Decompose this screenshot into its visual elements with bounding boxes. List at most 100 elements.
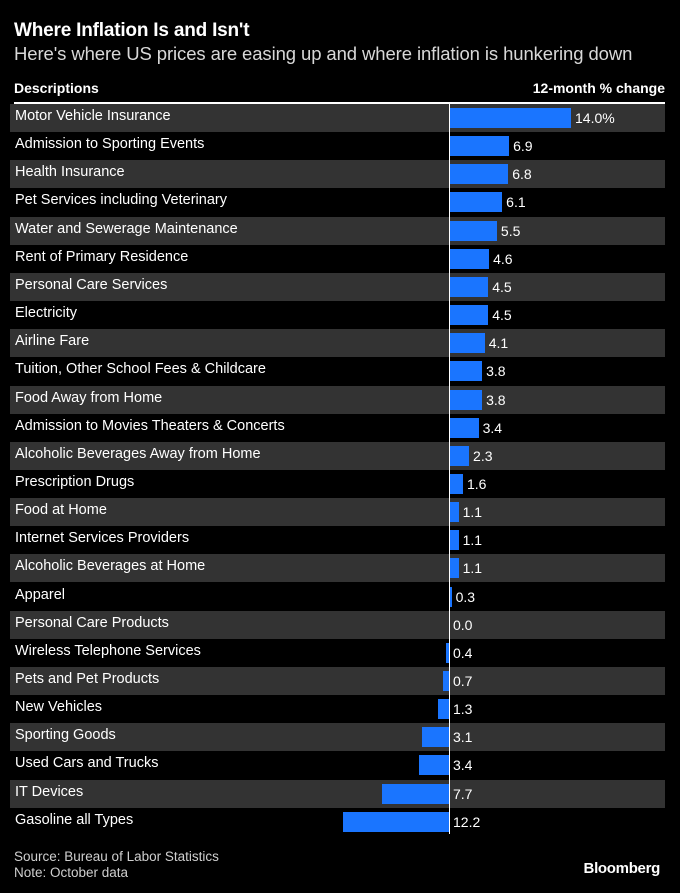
chart-row: Admission to Sporting Events 6.9	[10, 132, 665, 160]
category-label: Admission to Movies Theaters & Concerts	[15, 417, 285, 434]
value-label: 4.5	[492, 278, 512, 295]
bar	[449, 502, 459, 523]
chart-row: Rent of Primary Residence 4.6	[10, 245, 665, 273]
value-label: 6.9	[513, 138, 533, 155]
header-change: 12-month % change	[532, 80, 665, 96]
value-label: 0.7	[453, 673, 473, 689]
category-label: Electricity	[15, 305, 78, 322]
category-label: Admission to Sporting Events	[15, 136, 205, 153]
chart-row: Airline Fare 4.1	[10, 329, 665, 358]
bar	[437, 699, 449, 720]
chart-row: Health Insurance 6.8	[10, 160, 665, 189]
value-label: 4.1	[488, 335, 509, 352]
chart-row: Wireless Telephone Services 0.4	[10, 639, 665, 667]
chart-row: Tuition, Other School Fees & Childcare 3.…	[10, 357, 665, 385]
bar	[449, 530, 459, 551]
category-label: Motor Vehicle Insurance	[15, 108, 171, 124]
chart-row: Admission to Movies Theaters & Concerts 3…	[10, 414, 665, 442]
bar	[449, 558, 459, 579]
value-label: 1.1	[462, 504, 483, 521]
bar	[421, 727, 449, 748]
value-label: 0.3	[455, 588, 476, 605]
bar	[449, 445, 470, 466]
bar	[449, 333, 485, 354]
chart-row: Water and Sewerage Maintenance 5.5	[10, 216, 665, 245]
bar	[449, 305, 489, 326]
value-label: 1.1	[462, 532, 483, 549]
category-label: Alcoholic Beverages Away from Home	[15, 445, 261, 462]
chart-title: Where Inflation Is and Isn't	[14, 20, 250, 41]
value-label: 2.3	[473, 447, 493, 464]
bar	[449, 220, 497, 241]
chart-row: Motor Vehicle Insurance 14.0%	[10, 104, 665, 132]
bar	[449, 473, 463, 494]
chart-row: Pet Services including Veterinary 6.1	[10, 188, 665, 216]
chart-row: Sporting Goods 3.1	[10, 723, 665, 752]
bar	[449, 361, 483, 382]
bar	[442, 671, 449, 691]
footer-notes: Source: Bureau of Labor Statistics Note:…	[14, 849, 219, 881]
bar	[449, 192, 503, 213]
value-label: 1.3	[453, 701, 473, 718]
bar	[449, 164, 509, 185]
value-label: 12.2	[453, 813, 481, 830]
category-label: Rent of Primary Residence	[15, 248, 189, 265]
value-label: 6.1	[506, 194, 526, 211]
category-label: IT Devices	[15, 783, 84, 800]
chart-row: Food Away from Home 3.8	[10, 385, 665, 414]
bar	[419, 755, 449, 776]
bar	[449, 586, 452, 607]
chart-row: Used Cars and Trucks 3.4	[10, 751, 665, 779]
category-label: Pets and Pet Products	[15, 671, 160, 687]
chart-row: Gasoline all Types 12.2	[10, 808, 665, 836]
category-label: New Vehicles	[15, 699, 103, 716]
category-label: Alcoholic Beverages at Home	[15, 558, 206, 575]
value-label: 0.4	[453, 644, 473, 661]
value-label: 1.6	[466, 475, 487, 492]
source-note: Source: Bureau of Labor Statistics	[14, 849, 219, 864]
chart-row: Apparel 0.3	[10, 583, 665, 611]
header-descriptions: Descriptions	[14, 80, 99, 96]
value-label: 6.8	[512, 166, 532, 183]
category-label: Apparel	[15, 586, 65, 603]
category-label: Airline Fare	[15, 333, 90, 350]
chart-row: Alcoholic Beverages at Home 1.1	[10, 554, 665, 583]
bar	[449, 136, 510, 157]
bar	[449, 389, 483, 410]
chart-row: Food at Home 1.1	[10, 498, 665, 527]
value-label: 0.0	[453, 616, 473, 633]
category-label: Health Insurance	[15, 164, 125, 181]
category-label: Water and Sewerage Maintenance	[15, 220, 238, 237]
chart-row: Pets and Pet Products 0.7	[10, 667, 665, 695]
category-label: Food Away from Home	[15, 389, 163, 406]
bar	[342, 811, 449, 832]
category-label: Tuition, Other School Fees & Childcare	[15, 361, 266, 378]
category-label: Personal Care Products	[15, 614, 169, 631]
chart-row: Electricity 4.5	[10, 301, 665, 329]
category-label: Pet Services including Veterinary	[15, 192, 227, 209]
chart-row: IT Devices 7.7	[10, 779, 665, 808]
value-label: 3.1	[453, 729, 473, 746]
category-label: Sporting Goods	[15, 727, 116, 744]
category-label: Wireless Telephone Services	[15, 642, 201, 659]
category-label: Prescription Drugs	[15, 473, 135, 490]
bloomberg-logo: Bloomberg	[583, 860, 661, 877]
chart-row: Personal Care Services 4.5	[10, 272, 665, 301]
chart-row: Alcoholic Beverages Away from Home 2.3	[10, 441, 665, 470]
bar	[449, 276, 489, 297]
value-label: 7.7	[453, 785, 473, 802]
zero-axis-line	[449, 104, 450, 834]
chart-row: New Vehicles 1.3	[10, 695, 665, 723]
chart-row: Personal Care Products 0.0	[10, 610, 665, 639]
value-label: 3.4	[453, 757, 473, 774]
category-label: Internet Services Providers	[15, 530, 190, 547]
bar	[381, 783, 449, 804]
value-label: 3.8	[486, 391, 506, 408]
table-header: Descriptions 12-month % change	[14, 78, 665, 100]
chart-row: Internet Services Providers 1.1	[10, 526, 665, 554]
chart-row: Prescription Drugs 1.6	[10, 470, 665, 498]
category-label: Used Cars and Trucks	[15, 755, 159, 772]
bar	[445, 642, 449, 663]
category-label: Personal Care Services	[15, 276, 168, 293]
